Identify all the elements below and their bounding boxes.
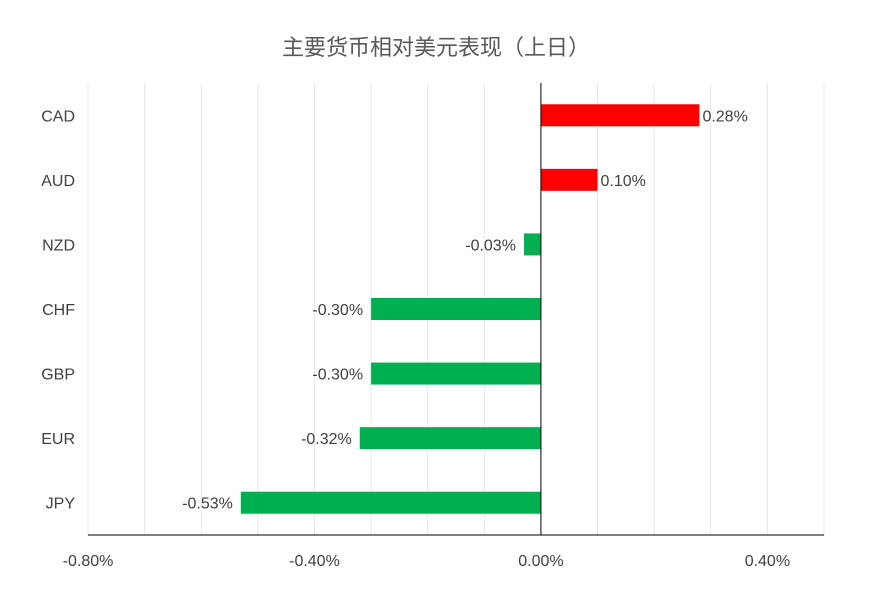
- x-tick-label: 0.00%: [518, 553, 563, 570]
- data-label-gbp: -0.30%: [312, 367, 363, 384]
- data-label-eur: -0.32%: [301, 431, 352, 448]
- data-label-cad: 0.28%: [702, 108, 747, 125]
- bar-chf: [371, 298, 541, 320]
- data-label-nzd: -0.03%: [465, 237, 516, 254]
- bar-eur: [359, 427, 541, 450]
- category-label-chf: CHF: [42, 302, 75, 319]
- category-label-aud: AUD: [41, 173, 75, 190]
- chart-title: 主要货币相对美元表现（上日）: [281, 36, 590, 61]
- category-label-jpy: JPY: [46, 496, 76, 513]
- bar-cad: [540, 104, 700, 127]
- bar-aud: [540, 168, 598, 191]
- x-tick-label: -0.40%: [289, 553, 340, 570]
- category-label-nzd: NZD: [42, 237, 75, 254]
- data-label-jpy: -0.53%: [182, 496, 233, 513]
- x-tick-label: -0.80%: [63, 553, 114, 570]
- category-label-eur: EUR: [41, 431, 75, 448]
- bar-jpy: [240, 491, 541, 514]
- category-label-gbp: GBP: [41, 367, 75, 384]
- category-label-cad: CAD: [41, 108, 75, 125]
- bar-nzd: [523, 233, 541, 256]
- bar-gbp: [371, 362, 541, 385]
- data-label-aud: 0.10%: [601, 173, 646, 190]
- data-label-chf: -0.30%: [312, 302, 363, 319]
- x-tick-label: 0.40%: [745, 553, 790, 570]
